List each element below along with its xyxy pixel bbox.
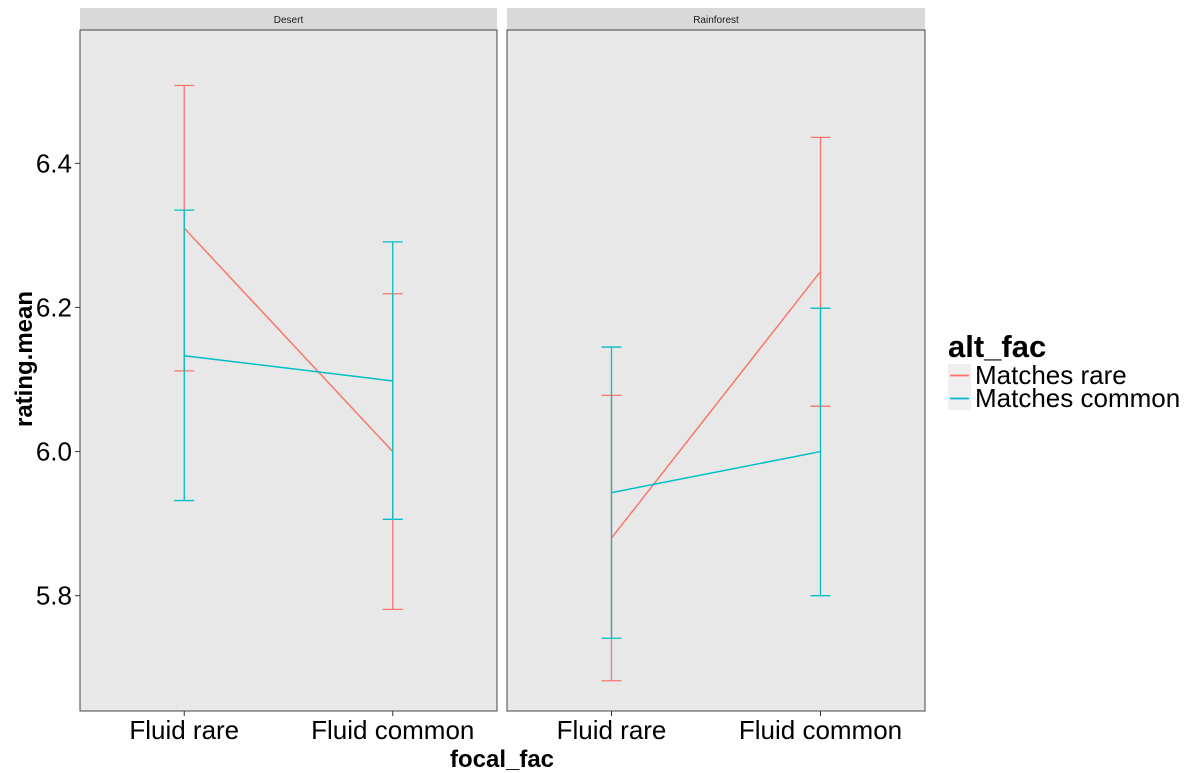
series-line	[611, 450, 821, 494]
facet-strip	[507, 8, 925, 30]
series-line	[184, 354, 393, 382]
y-tick-label: 6.4	[36, 148, 72, 178]
y-tick-label: 6.2	[36, 292, 72, 322]
x-tick-label: Fluid rare	[557, 715, 667, 745]
facet-strip	[80, 8, 497, 30]
y-axis: 5.8 6.0 6.2 6.4	[36, 148, 80, 611]
series-matches-common	[601, 307, 831, 639]
legend-label: Matches common	[975, 383, 1180, 413]
y-axis-title: rating.mean	[11, 291, 38, 427]
series-line	[610, 270, 822, 539]
facet-strip-label: Rainforest	[693, 15, 739, 26]
x-tick-label: Fluid common	[311, 715, 474, 745]
x-tick-label: Fluid common	[739, 715, 902, 745]
legend-title: alt_fac	[948, 329, 1046, 364]
y-tick-label: 6.0	[36, 437, 72, 467]
panel-desert: Desert Fluid rare Fluid common	[79, 8, 498, 745]
legend-item: Matches common	[948, 383, 1180, 413]
x-axis-title: focal_fac	[450, 746, 554, 773]
y-tick-label: 5.8	[36, 581, 72, 611]
x-tick-label: Fluid rare	[129, 715, 239, 745]
facet-strip-label: Desert	[274, 15, 304, 26]
panel-rainforest: Rainforest Fluid rare Fluid common	[506, 8, 926, 745]
series-line	[183, 227, 394, 453]
series-matches-common	[174, 209, 403, 520]
legend-item: Matches rare	[948, 360, 1127, 390]
legend-label: Matches rare	[975, 360, 1127, 390]
panels-layer: Desert Fluid rare Fluid common Rainforest Fl…	[79, 8, 926, 745]
panel-background	[79, 29, 498, 712]
panel-background	[506, 29, 926, 712]
